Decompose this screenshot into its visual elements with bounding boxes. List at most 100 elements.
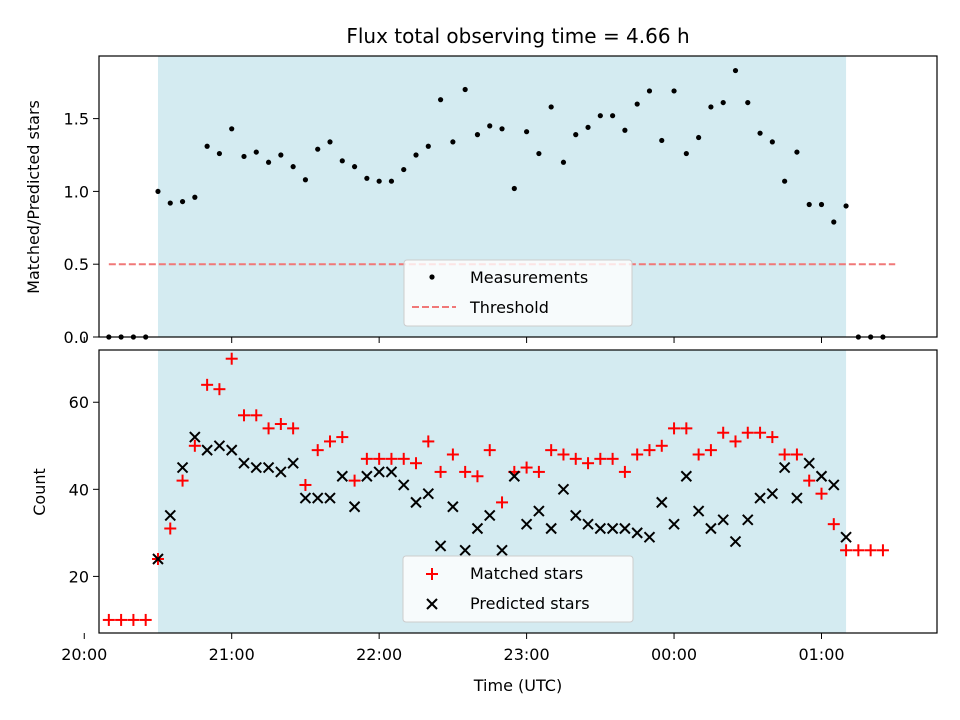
- measurement-point: [646, 88, 653, 94]
- x-axis-label: Time (UTC): [473, 676, 562, 695]
- bottom-legend-box: [402, 555, 634, 623]
- matched-star-point: [655, 439, 668, 452]
- bottom-ytick-label: 60: [69, 393, 89, 412]
- matched-star-point: [115, 613, 128, 626]
- predicted-star-point: [262, 461, 275, 474]
- measurement-point: [548, 104, 554, 110]
- predicted-star-point: [791, 492, 803, 504]
- matched-star-point: [741, 426, 754, 439]
- top-ytick-label: 1.5: [64, 110, 89, 129]
- predicted-star-point: [361, 470, 373, 482]
- measurement-point: [757, 130, 763, 136]
- matched-star-point: [139, 613, 152, 626]
- top-ytick-label: 1.0: [64, 182, 89, 201]
- matched-star-point: [532, 465, 545, 478]
- predicted-star-point: [766, 487, 779, 500]
- measurement-point: [216, 150, 223, 157]
- measurement-point: [290, 164, 296, 170]
- measurement-point: [843, 203, 849, 209]
- matched-star-point: [778, 448, 791, 461]
- measurement-point: [585, 124, 591, 130]
- predicted-star-point: [434, 540, 447, 552]
- matched-star-point: [471, 470, 484, 483]
- predicted-star-point: [533, 505, 545, 517]
- top-plot-frame: [98, 55, 938, 338]
- predicted-star-point: [692, 505, 705, 517]
- measurement-point: [511, 185, 517, 192]
- predicted-star-point: [275, 466, 287, 478]
- matched-star-point: [360, 452, 373, 465]
- measurement-point: [229, 126, 235, 132]
- measurement-point: [782, 178, 788, 184]
- matched-star-point: [262, 422, 275, 435]
- measurement-point: [745, 99, 751, 106]
- matched-star-point: [410, 457, 423, 470]
- bottom-xtick-label: 22:00: [356, 645, 402, 664]
- bottom-plot-frame: [98, 349, 938, 634]
- matched-star-point: [520, 461, 533, 474]
- matched-star-point: [852, 544, 865, 557]
- measurement-point: [364, 175, 370, 181]
- matched-star-point: [692, 448, 705, 461]
- measurement-point: [622, 127, 628, 133]
- measurement-point: [278, 152, 284, 158]
- predicted-star-point: [336, 470, 348, 482]
- bottom-xtick-label: 01:00: [798, 645, 844, 664]
- predicted-star-point: [385, 466, 398, 478]
- predicted-star-point: [312, 492, 324, 504]
- top-legend: Measurements Threshold: [403, 259, 633, 327]
- predicted-star-point: [520, 518, 533, 530]
- top-y-axis-label: Matched/Predicted stars: [24, 100, 43, 294]
- predicted-star-point: [631, 527, 643, 539]
- bottom-xtick-label: 21:00: [209, 645, 255, 664]
- measurement-point: [179, 198, 186, 205]
- predicted-star-point: [815, 470, 828, 482]
- matched-star-point: [459, 465, 472, 478]
- measurement-point: [437, 97, 444, 103]
- matched-star-point: [643, 444, 656, 457]
- measurement-point: [450, 139, 456, 145]
- measurement-point: [462, 86, 468, 93]
- matched-star-point: [606, 452, 619, 465]
- matched-star-point: [545, 444, 558, 457]
- predicted-star-point: [459, 544, 471, 556]
- matched-star-point: [237, 409, 250, 422]
- matched-star-point: [373, 452, 386, 465]
- matched-star-point: [348, 474, 361, 487]
- measurement-point: [794, 149, 800, 155]
- predicted-star-point: [557, 483, 570, 496]
- measurement-point: [474, 132, 481, 138]
- measurement-point: [659, 137, 665, 144]
- measurement-point: [413, 152, 419, 158]
- predicted-star-point: [840, 531, 852, 543]
- matched-star-point: [815, 487, 828, 500]
- predicted-star-point: [729, 535, 742, 548]
- measurement-point: [487, 123, 493, 129]
- measurement-point: [499, 126, 505, 132]
- predicted-star-point: [189, 431, 201, 443]
- matched-star-point: [680, 422, 693, 435]
- predicted-star-point: [643, 531, 656, 543]
- measurement-point: [388, 178, 395, 184]
- matched-star-point: [385, 452, 398, 465]
- bottom-legend: Matched stars Predicted stars: [402, 555, 634, 623]
- bottom-y-axis-label: Count: [30, 468, 49, 516]
- predicted-star-point: [754, 492, 766, 504]
- matched-star-point: [668, 422, 681, 435]
- measurement-point: [524, 129, 530, 135]
- matched-star-point: [446, 448, 459, 461]
- matched-star-point: [790, 448, 803, 461]
- predicted-star-point: [176, 461, 189, 474]
- measurement-point: [831, 219, 837, 225]
- measurement-point: [806, 201, 812, 208]
- predicted-star-point: [508, 470, 521, 482]
- measurement-point: [155, 188, 161, 195]
- predicted-star-point: [496, 544, 508, 556]
- measurement-point: [192, 194, 198, 200]
- legend-measurements-marker: [429, 274, 435, 280]
- measurement-point: [732, 67, 739, 74]
- matched-star-point: [754, 426, 767, 439]
- predicted-star-point: [778, 461, 791, 474]
- matched-star-point: [876, 544, 889, 557]
- predicted-star-point: [742, 514, 754, 526]
